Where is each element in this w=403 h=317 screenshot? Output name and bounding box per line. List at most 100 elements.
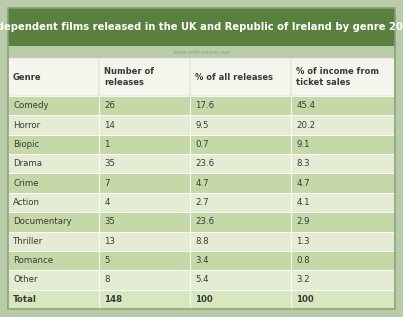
Bar — [191, 173, 291, 193]
Text: 35: 35 — [104, 217, 115, 226]
Bar — [99, 115, 191, 135]
Text: Genre: Genre — [13, 73, 42, 81]
Bar — [8, 115, 99, 135]
Bar — [191, 135, 291, 154]
Bar — [99, 212, 191, 231]
Text: 0.8: 0.8 — [296, 256, 310, 265]
Text: Total: Total — [13, 295, 37, 304]
Text: 5.4: 5.4 — [195, 275, 209, 284]
Bar — [99, 58, 191, 96]
Text: www.ielts-exam.net: www.ielts-exam.net — [172, 49, 231, 55]
Text: 3.4: 3.4 — [195, 256, 209, 265]
Text: 8: 8 — [104, 275, 110, 284]
Bar — [291, 251, 395, 270]
Text: 2.9: 2.9 — [296, 217, 310, 226]
Text: Drama: Drama — [13, 159, 42, 168]
Text: 1: 1 — [104, 140, 110, 149]
Text: 4.1: 4.1 — [296, 198, 310, 207]
Bar — [99, 231, 191, 251]
Bar — [191, 193, 291, 212]
Bar — [291, 154, 395, 173]
Text: Other: Other — [13, 275, 37, 284]
Bar — [8, 46, 395, 58]
Text: 26: 26 — [104, 101, 115, 110]
Text: 20.2: 20.2 — [296, 120, 316, 130]
Bar — [291, 173, 395, 193]
Bar — [191, 251, 291, 270]
Text: Romance: Romance — [13, 256, 53, 265]
Text: Horror: Horror — [13, 120, 40, 130]
Bar — [8, 96, 99, 115]
Bar — [99, 270, 191, 290]
Text: 0.7: 0.7 — [195, 140, 209, 149]
Text: 4.7: 4.7 — [296, 179, 310, 188]
Bar — [8, 193, 99, 212]
Text: 45.4: 45.4 — [296, 101, 316, 110]
Text: Biopic: Biopic — [13, 140, 39, 149]
Bar — [191, 290, 291, 309]
Text: 4.7: 4.7 — [195, 179, 209, 188]
Bar — [291, 212, 395, 231]
Text: Independent films released in the UK and Republic of Ireland by genre 2012: Independent films released in the UK and… — [0, 22, 403, 32]
Bar — [191, 154, 291, 173]
Bar — [191, 212, 291, 231]
Bar — [291, 270, 395, 290]
Bar — [99, 290, 191, 309]
Bar — [8, 173, 99, 193]
Text: Crime: Crime — [13, 179, 39, 188]
Text: 23.6: 23.6 — [195, 159, 214, 168]
Text: 9.1: 9.1 — [296, 140, 310, 149]
Text: 14: 14 — [104, 120, 115, 130]
Text: 100: 100 — [296, 295, 314, 304]
Bar — [8, 58, 395, 96]
Text: Number of
releases: Number of releases — [104, 67, 154, 87]
Bar — [8, 290, 99, 309]
Bar — [191, 58, 291, 96]
Bar — [99, 135, 191, 154]
Text: Documentary: Documentary — [13, 217, 72, 226]
Bar — [99, 154, 191, 173]
Bar — [291, 231, 395, 251]
Text: 100: 100 — [195, 295, 213, 304]
Bar — [99, 251, 191, 270]
Bar — [191, 115, 291, 135]
Bar — [99, 193, 191, 212]
Bar — [8, 135, 99, 154]
Bar — [99, 173, 191, 193]
Text: 7: 7 — [104, 179, 110, 188]
Text: 9.5: 9.5 — [195, 120, 209, 130]
Bar — [191, 96, 291, 115]
Text: 148: 148 — [104, 295, 123, 304]
Text: Thriller: Thriller — [13, 237, 43, 246]
Text: % of all releases: % of all releases — [195, 73, 274, 81]
Bar — [99, 96, 191, 115]
Bar — [8, 251, 99, 270]
Text: 17.6: 17.6 — [195, 101, 214, 110]
Bar — [8, 58, 99, 96]
Bar — [191, 231, 291, 251]
Bar — [291, 290, 395, 309]
Bar — [8, 8, 395, 46]
Bar — [8, 270, 99, 290]
Bar — [291, 96, 395, 115]
Text: 8.8: 8.8 — [195, 237, 209, 246]
Bar — [291, 58, 395, 96]
Bar — [8, 154, 99, 173]
Bar — [291, 193, 395, 212]
Text: Action: Action — [13, 198, 40, 207]
Text: 1.3: 1.3 — [296, 237, 310, 246]
Text: 35: 35 — [104, 159, 115, 168]
Text: 4: 4 — [104, 198, 110, 207]
Text: % of income from
ticket sales: % of income from ticket sales — [296, 67, 379, 87]
Text: 8.3: 8.3 — [296, 159, 310, 168]
Text: 3.2: 3.2 — [296, 275, 310, 284]
Bar — [291, 135, 395, 154]
Bar — [8, 231, 99, 251]
Text: Comedy: Comedy — [13, 101, 49, 110]
Bar — [191, 270, 291, 290]
Text: 23.6: 23.6 — [195, 217, 214, 226]
Text: 5: 5 — [104, 256, 110, 265]
Bar — [291, 115, 395, 135]
Bar — [8, 212, 99, 231]
Text: 13: 13 — [104, 237, 115, 246]
